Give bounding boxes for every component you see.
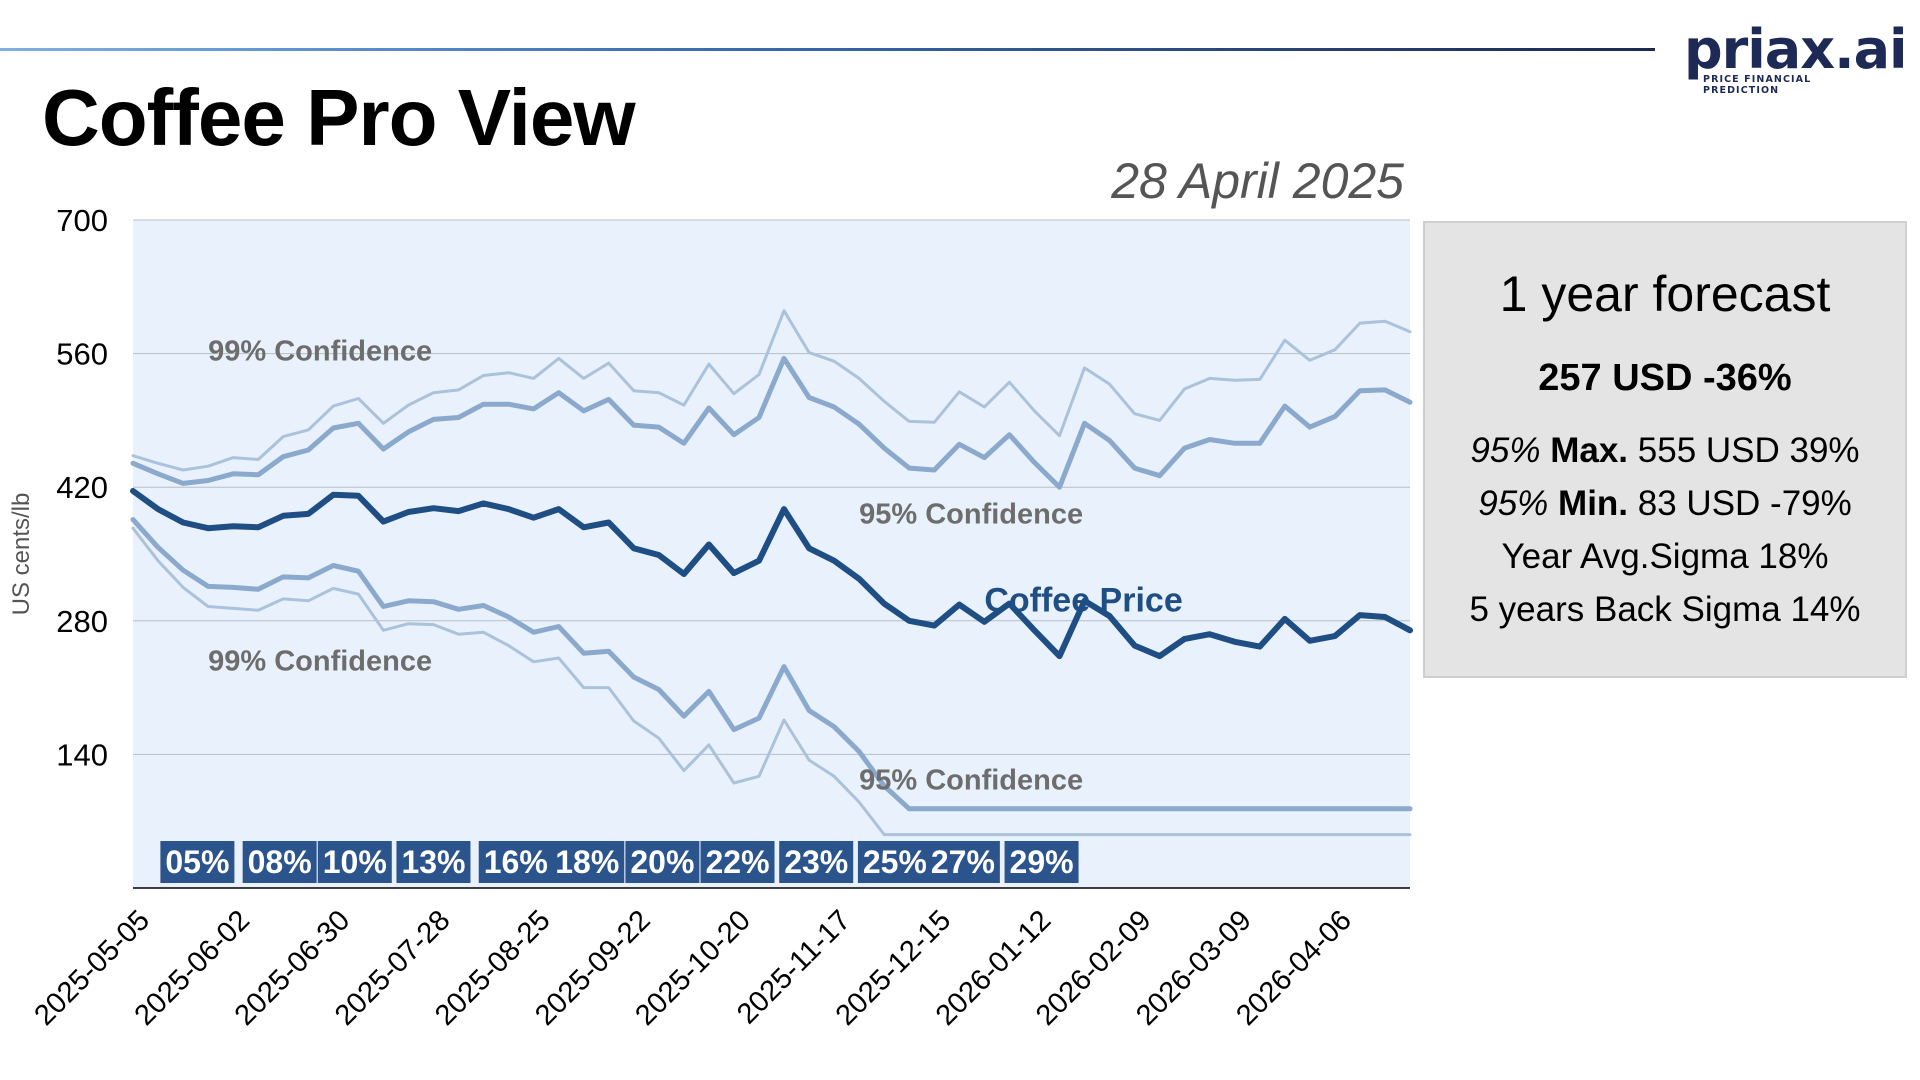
sigma-badge: 20% xyxy=(625,841,700,883)
series-line-upper99 xyxy=(131,309,1412,472)
sigma-badge-box xyxy=(242,841,317,883)
sigma-badge-label: 22% xyxy=(705,844,769,880)
sigma-badge-label: 10% xyxy=(323,844,387,880)
min-prefix: 95% xyxy=(1478,484,1549,523)
sigma-badge-box xyxy=(478,841,553,883)
min-label: Min. xyxy=(1558,484,1629,523)
plot-area xyxy=(133,220,1410,888)
sigma-badge-label: 20% xyxy=(630,844,694,880)
forecast-headline: 257 USD -36% xyxy=(1538,357,1792,399)
sigma-badge-box xyxy=(1004,841,1079,883)
max-label: Max. xyxy=(1550,431,1629,470)
year-avg-sigma: Year Avg.Sigma 18% xyxy=(1501,537,1829,576)
sigma-badge-label: 25% xyxy=(863,844,927,880)
sigma-badge-label: 27% xyxy=(931,844,995,880)
brand-logo: priax.ai PRICE FINANCIAL PREDICTION xyxy=(1684,18,1908,97)
sigma-badge: 10% xyxy=(317,841,392,883)
sigma-badge-box xyxy=(625,841,700,883)
max-value: 555 USD 39% xyxy=(1637,431,1860,470)
forecast-chart: 140 280 420 560 700 US cents/lb 05% 08% 10% 13% 16… xyxy=(8,203,1413,1032)
report-date: 28 April 2025 xyxy=(1111,153,1404,209)
sigma-badge-box xyxy=(857,841,932,883)
series-line-upper95 xyxy=(130,355,1413,490)
forecast-min-row: 95% Min. 83 USD -79% xyxy=(1425,477,1905,530)
sigma-badge-label: 08% xyxy=(248,844,312,880)
series-annotation: 99% Confidence xyxy=(208,335,432,367)
y-tick-label: 420 xyxy=(56,470,108,505)
sigma-badge-label: 16% xyxy=(484,844,548,880)
forecast-title: 1 year forecast xyxy=(1499,266,1831,322)
y-tick-label: 560 xyxy=(56,337,108,372)
series-annotation: 95% Confidence xyxy=(859,765,1083,797)
sigma-badge-box xyxy=(160,841,235,883)
max-prefix: 95% xyxy=(1470,431,1541,470)
series-annotation: Coffee Price xyxy=(984,581,1182,619)
header-rule xyxy=(0,48,1655,51)
back-sigma: 5 years Back Sigma 14% xyxy=(1469,590,1861,629)
y-tick-label: 700 xyxy=(56,203,108,238)
sigma-badge-box xyxy=(700,841,775,883)
series-line-lower95 xyxy=(130,517,1413,812)
sigma-badge: 22% xyxy=(700,841,775,883)
sigma-badge: 13% xyxy=(396,841,471,883)
sigma-badge: 25% xyxy=(857,841,932,883)
forecast-max-row: 95% Max. 555 USD 39% xyxy=(1425,424,1905,477)
sigma-badge-box xyxy=(396,841,471,883)
sigma-badge: 05% xyxy=(160,841,235,883)
sigma-badge-box xyxy=(925,841,1000,883)
sigma-badge: 08% xyxy=(242,841,317,883)
sigma-badge-box xyxy=(779,841,854,883)
series-annotation: 95% Confidence xyxy=(859,498,1083,530)
page-title: Coffee Pro View xyxy=(42,73,636,162)
y-tick-label: 140 xyxy=(56,737,108,772)
series-annotation: 99% Confidence xyxy=(208,645,432,677)
sigma-badge: 29% xyxy=(1004,841,1079,883)
sigma-badge-box xyxy=(550,841,625,883)
logo-wordmark: priax.ai xyxy=(1684,18,1908,81)
sigma-badge: 27% xyxy=(925,841,1000,883)
sigma-badge-box xyxy=(317,841,392,883)
sigma-badge-label: 23% xyxy=(784,844,848,880)
logo-tagline: PRICE FINANCIAL PREDICTION xyxy=(1703,74,1812,96)
y-tick-label: 280 xyxy=(56,604,108,639)
sigma-badge-label: 18% xyxy=(555,844,619,880)
sigma-badge-label: 05% xyxy=(165,844,229,880)
forecast-panel: 1 year forecast 257 USD -36% 95% Max. 55… xyxy=(1423,221,1907,678)
sigma-badge-label: 13% xyxy=(401,844,465,880)
sigma-badge-label: 29% xyxy=(1010,844,1074,880)
series-line-lower99 xyxy=(131,526,1412,837)
series-line-price xyxy=(130,488,1413,660)
sigma-badge: 16% xyxy=(478,841,553,883)
sigma-badge: 23% xyxy=(779,841,854,883)
y-axis-title: US cents/lb xyxy=(8,493,35,616)
min-value: 83 USD -79% xyxy=(1637,484,1852,523)
sigma-badge: 18% xyxy=(550,841,625,883)
